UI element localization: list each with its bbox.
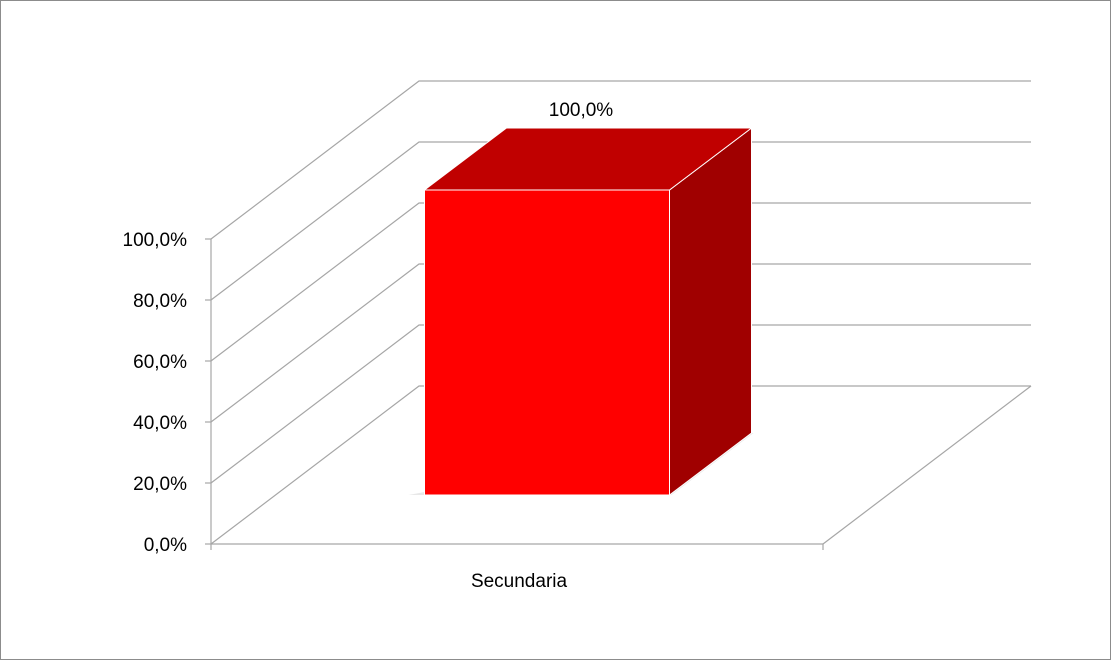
y-tick-label: 20,0% <box>133 474 187 495</box>
y-axis-ticks: 0,0% 20,0% 40,0% 60,0% 80,0% 100,0% <box>123 230 211 556</box>
y-tick-label: 100,0% <box>123 230 188 251</box>
y-tick-label: 0,0% <box>144 535 187 556</box>
bars <box>408 126 754 497</box>
y-tick-label: 80,0% <box>133 291 187 312</box>
data-label: 100,0% <box>549 100 614 121</box>
floor-edge <box>822 385 1032 545</box>
gridline <box>210 141 1031 301</box>
y-tick-label: 60,0% <box>133 352 187 373</box>
axes <box>210 239 1032 550</box>
bar <box>424 189 670 496</box>
data-labels: 100,0% Secundaria <box>471 100 613 592</box>
gridline <box>210 385 1031 545</box>
bar-side-face <box>669 126 752 497</box>
gridline <box>210 202 1031 362</box>
gridline <box>210 324 1031 484</box>
gridline <box>210 80 1031 240</box>
gridlines <box>210 80 1031 545</box>
gridline <box>210 263 1031 423</box>
x-category-label: Secundaria <box>471 571 568 592</box>
y-tick-label: 40,0% <box>133 413 187 434</box>
